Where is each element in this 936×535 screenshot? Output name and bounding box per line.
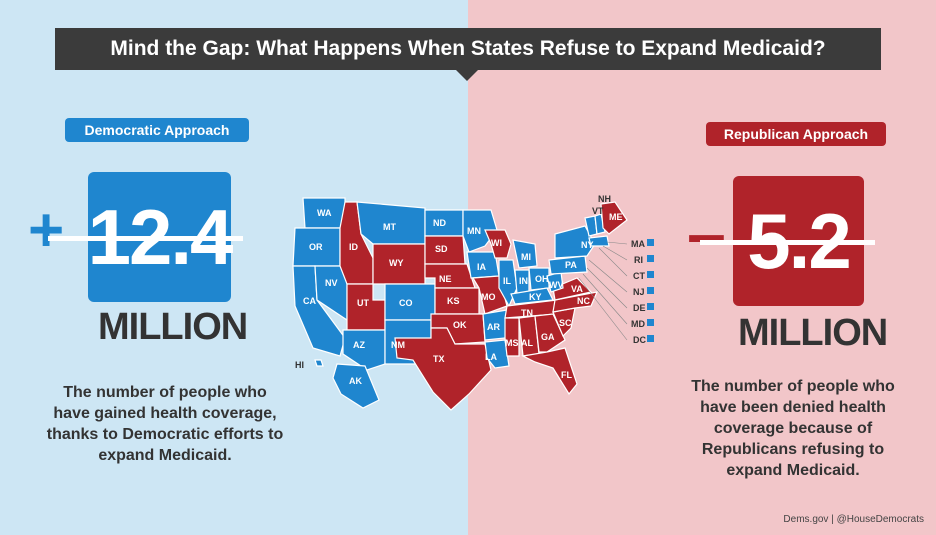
map-label-NY: NY [581, 240, 594, 250]
map-label-DC: DC [633, 335, 646, 345]
state-MI [512, 239, 538, 269]
map-label-OR: OR [309, 242, 323, 252]
map-label-KY: KY [529, 292, 542, 302]
map-label-IL: IL [503, 276, 512, 286]
state-AK [332, 363, 380, 409]
state-NH [594, 213, 606, 235]
legend-square-CT [647, 271, 654, 278]
democratic-number-divider [48, 236, 243, 241]
map-label-MO: MO [481, 292, 496, 302]
minus-sign: – [687, 194, 726, 272]
state-ME [600, 201, 628, 235]
legend-square-DC [647, 335, 654, 342]
map-label-NJ: NJ [633, 287, 645, 297]
map-label-MS: MS [505, 338, 519, 348]
map-label-AZ: AZ [353, 340, 365, 350]
map-label-WI: WI [491, 238, 502, 248]
banner-pointer [455, 69, 479, 81]
map-label-OH: OH [535, 274, 549, 284]
map-label-NE: NE [439, 274, 452, 284]
map-label-SC: SC [559, 318, 572, 328]
map-label-NM: NM [391, 340, 405, 350]
state-GA [534, 313, 566, 353]
map-label-LA: LA [485, 352, 497, 362]
state-TX [394, 327, 492, 411]
map-label-SD: SD [435, 244, 448, 254]
map-label-MN: MN [467, 226, 481, 236]
map-label-FL: FL [561, 370, 572, 380]
legend-square-MD [647, 319, 654, 326]
state-OH [528, 267, 550, 291]
state-HI [314, 359, 324, 367]
map-label-VT: VT [592, 206, 604, 216]
map-label-NH: NH [598, 194, 611, 204]
map-label-WY: WY [389, 258, 404, 268]
legend-square-RI [647, 255, 654, 262]
map-label-MI: MI [521, 252, 531, 262]
legend-square-DE [647, 303, 654, 310]
state-FL [521, 347, 578, 396]
democratic-description: The number of people who have gained hea… [46, 384, 284, 464]
state-WI [484, 229, 512, 259]
map-label-NV: NV [325, 278, 338, 288]
map-label-ND: ND [433, 218, 446, 228]
state-NC [552, 291, 598, 313]
map-label-KS: KS [447, 296, 460, 306]
map-label-AK: AK [349, 376, 362, 386]
republican-approach-label: Republican Approach [706, 122, 886, 146]
legend-square-MA [647, 239, 654, 246]
map-label-CA: CA [303, 296, 316, 306]
map-label-AL: AL [521, 338, 533, 348]
map-label-MD: MD [631, 319, 645, 329]
map-label-PA: PA [565, 260, 577, 270]
map-label-ME: ME [609, 212, 623, 222]
republican-description: The number of people who have been denie… [691, 378, 895, 479]
map-label-AR: AR [487, 322, 500, 332]
map-label-GA: GA [541, 332, 555, 342]
map-label-IN: IN [519, 276, 528, 286]
map-label-DE: DE [633, 303, 646, 313]
map-label-HI: HI [295, 360, 304, 370]
state-AZ [342, 329, 386, 371]
small-states-legend: MA RI CT NJ DE MD DC [578, 239, 654, 345]
map-label-NC: NC [577, 296, 590, 306]
us-medicaid-map: WA OR CA NV ID MT WY UT AZ CO NM ND SD N… [292, 194, 654, 411]
page-title: Mind the Gap: What Happens When States R… [55, 28, 881, 70]
map-label-WA: WA [317, 208, 332, 218]
plus-sign: + [28, 196, 65, 265]
source-credit: Dems.gov | @HouseDemocrats [783, 514, 924, 525]
map-label-MA: MA [631, 239, 645, 249]
map-label-ID: ID [349, 242, 359, 252]
state-MN [462, 209, 498, 253]
legend-square-NJ [647, 287, 654, 294]
state-VA [552, 277, 593, 301]
state-LA [484, 339, 510, 369]
map-label-CT: CT [633, 271, 645, 281]
state-NY [554, 225, 596, 259]
map-label-OK: OK [453, 320, 467, 330]
republican-unit: MILLION [738, 312, 888, 354]
map-label-RI: RI [634, 255, 643, 265]
map-label-IA: IA [477, 262, 487, 272]
map-label-MT: MT [383, 222, 396, 232]
map-label-WV: WV [549, 280, 564, 290]
map-label-TN: TN [521, 308, 533, 318]
republican-number-divider [700, 240, 875, 245]
map-label-TX: TX [433, 354, 445, 364]
map-label-UT: UT [357, 298, 369, 308]
democratic-unit: MILLION [98, 306, 248, 348]
map-label-CO: CO [399, 298, 413, 308]
state-MA-area [588, 235, 610, 247]
state-MS [504, 317, 520, 357]
map-label-VA: VA [571, 284, 583, 294]
democratic-approach-label: Democratic Approach [65, 118, 249, 142]
